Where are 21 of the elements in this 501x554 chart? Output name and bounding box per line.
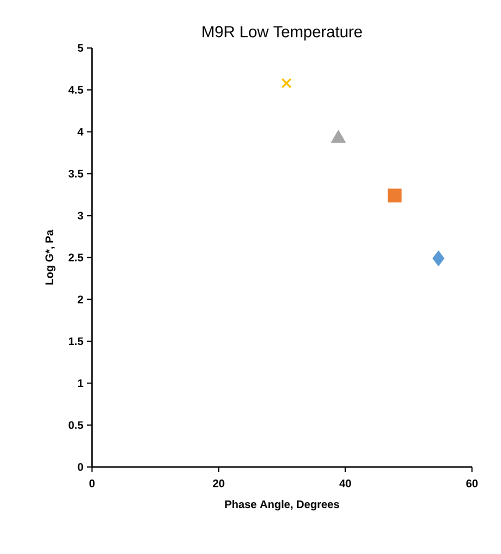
point [432,250,444,266]
y-tick-label: 0.5 [68,421,84,429]
y-tick-label: 0 [78,463,84,471]
point [388,188,402,202]
y-axis-title: Log G*, Pa [45,230,56,284]
y-tick-label: 4.5 [68,86,84,94]
x-tick-label: 20 [212,480,224,488]
y-tick-label: 1 [78,379,84,387]
y-tick-label: 2 [78,296,84,304]
x-tick-label: 40 [339,480,351,488]
y-tick-label: 5 [78,44,84,52]
y-tick-label: 1.5 [68,337,84,346]
chart-title: M9R Low Temperature [202,26,362,40]
y-tick-label: 2.5 [68,254,84,262]
y-tick-label: 3 [78,212,84,220]
x-axis-title: Phase Angle, Degrees [225,500,340,510]
y-tick-label: 4 [78,128,84,136]
x-tick-label: 60 [466,480,478,488]
y-tick-label: 3.5 [68,170,84,178]
x-tick-label: 0 [89,480,95,488]
point [281,78,292,88]
